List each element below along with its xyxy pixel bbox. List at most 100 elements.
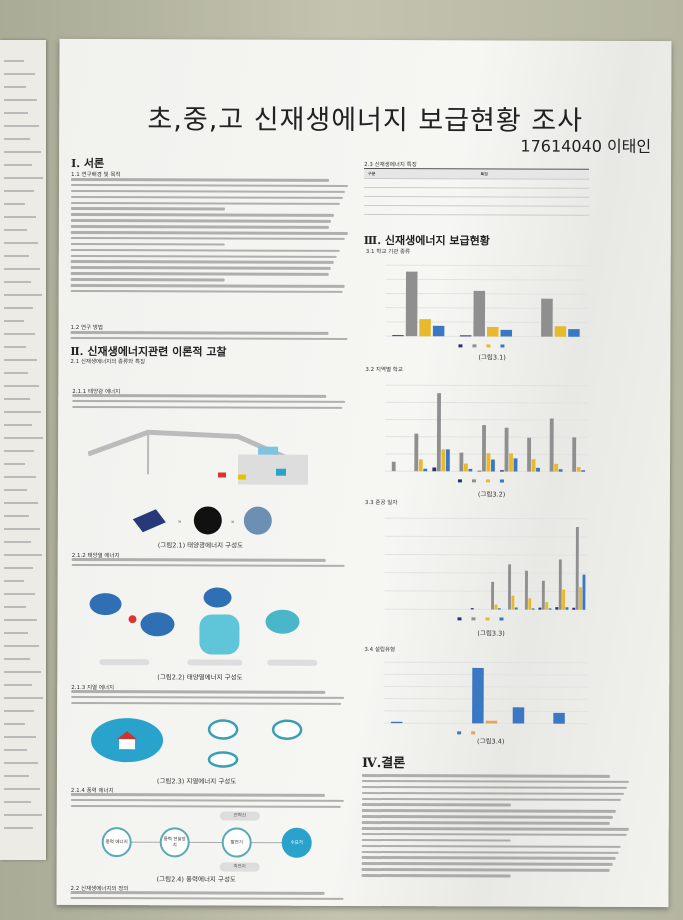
legend-swatch bbox=[471, 617, 476, 621]
gridline bbox=[385, 401, 589, 404]
gridline bbox=[385, 436, 589, 438]
bar bbox=[472, 667, 484, 724]
bar bbox=[541, 580, 545, 610]
bar bbox=[459, 335, 472, 337]
legend-swatch bbox=[485, 617, 490, 621]
body-text bbox=[70, 330, 350, 344]
chart-completion-date bbox=[384, 517, 588, 621]
bar bbox=[491, 581, 495, 610]
table-row bbox=[363, 205, 589, 216]
body-text bbox=[72, 393, 348, 413]
caption-fig-2-3: (그림2.3) 지열에너지 구성도 bbox=[156, 777, 237, 786]
features-table: 구분 특징 bbox=[363, 167, 590, 216]
bar bbox=[390, 721, 403, 724]
heading-3-2: 3.2 지역별 학교 bbox=[365, 367, 403, 374]
table-header: 구분 bbox=[364, 168, 477, 179]
bar bbox=[565, 607, 569, 610]
bar bbox=[555, 607, 559, 610]
bar bbox=[554, 326, 567, 337]
legend bbox=[457, 617, 504, 621]
gridline bbox=[385, 307, 589, 309]
geothermal-diagram bbox=[91, 718, 303, 768]
legend-swatch bbox=[457, 479, 462, 483]
bar bbox=[418, 459, 423, 472]
transmission-node: 풍력 전달장치 bbox=[159, 827, 190, 858]
bar bbox=[432, 325, 445, 337]
legend bbox=[458, 344, 505, 348]
legend-swatch bbox=[457, 617, 462, 621]
bar bbox=[405, 271, 418, 337]
chart-establishment-type bbox=[384, 661, 588, 735]
heading-2-3: 2.3 신재생에너지 특징 bbox=[364, 161, 417, 169]
gridline bbox=[385, 384, 589, 387]
gridline bbox=[385, 292, 589, 295]
bar bbox=[436, 393, 441, 472]
bar bbox=[572, 437, 577, 472]
bar bbox=[509, 453, 513, 472]
gridline bbox=[385, 321, 589, 324]
battery-label: 축전지 bbox=[219, 862, 260, 872]
bar bbox=[541, 298, 553, 337]
poster: 초,중,고 신재생에너지 보급현황 조사 17614040 이태인 Ⅰ. 서론 … bbox=[56, 38, 672, 908]
bar bbox=[419, 319, 431, 337]
body-text bbox=[71, 689, 347, 709]
gridline bbox=[384, 572, 588, 574]
bar bbox=[545, 602, 549, 610]
legend bbox=[457, 479, 504, 483]
bar bbox=[572, 607, 576, 610]
bar bbox=[579, 587, 583, 610]
bar bbox=[473, 290, 486, 337]
bar bbox=[391, 461, 396, 472]
bar bbox=[508, 564, 512, 610]
bar bbox=[481, 425, 486, 472]
body-text bbox=[361, 773, 632, 881]
wind-diagram: 전력선 축전지 풍력 에너지 풍력 전달장치 발전기 수요처 bbox=[101, 811, 332, 872]
bar bbox=[553, 712, 565, 724]
gridline bbox=[384, 517, 588, 520]
bar bbox=[576, 467, 581, 472]
wind-energy-node: 풍력 에너지 bbox=[101, 827, 132, 858]
power-line-label: 전력선 bbox=[219, 811, 260, 821]
bar bbox=[514, 607, 518, 610]
heading-conclusion: Ⅳ.결론 bbox=[361, 755, 406, 772]
bar bbox=[524, 570, 528, 610]
gridline bbox=[384, 710, 588, 713]
bar bbox=[432, 467, 437, 472]
bar bbox=[477, 470, 482, 472]
bar bbox=[531, 608, 535, 610]
heading-intro: Ⅰ. 서론 bbox=[71, 156, 105, 171]
gridline bbox=[384, 535, 588, 538]
bar bbox=[513, 458, 518, 472]
heading-1-2: 1.2 연구 방법 bbox=[70, 324, 103, 332]
body-text bbox=[71, 557, 348, 571]
legend-swatch bbox=[457, 731, 462, 735]
bar bbox=[511, 595, 515, 610]
bar bbox=[486, 326, 499, 337]
svg-text:»: » bbox=[231, 519, 235, 526]
chart-institution-type bbox=[385, 264, 589, 348]
bar bbox=[558, 559, 562, 610]
adjacent-poster bbox=[0, 40, 46, 860]
solar-array-icon bbox=[243, 506, 272, 535]
gridline bbox=[384, 673, 588, 676]
chart-region bbox=[385, 384, 589, 483]
bar bbox=[470, 608, 474, 610]
gridline bbox=[384, 661, 588, 664]
bar bbox=[459, 452, 464, 472]
bar bbox=[575, 527, 579, 610]
heading-3-3: 3.3 준공 일자 bbox=[364, 500, 398, 507]
caption-fig-3-2: (그림3.2) bbox=[477, 490, 506, 499]
bar bbox=[485, 720, 498, 724]
heading-2-1: 2.1 신재생에너지의 종류와 특징 bbox=[70, 358, 146, 366]
bar bbox=[531, 459, 536, 472]
table-header: 특징 bbox=[476, 168, 590, 180]
solar-cell-icon bbox=[132, 509, 166, 533]
bar bbox=[491, 459, 495, 472]
legend bbox=[457, 731, 476, 735]
bar bbox=[441, 449, 446, 472]
bar bbox=[414, 433, 419, 472]
gridline bbox=[385, 264, 589, 267]
legend-swatch bbox=[471, 731, 476, 735]
heading-1-1: 1.1 연구배경 및 목적 bbox=[71, 171, 121, 179]
bar bbox=[497, 608, 501, 610]
